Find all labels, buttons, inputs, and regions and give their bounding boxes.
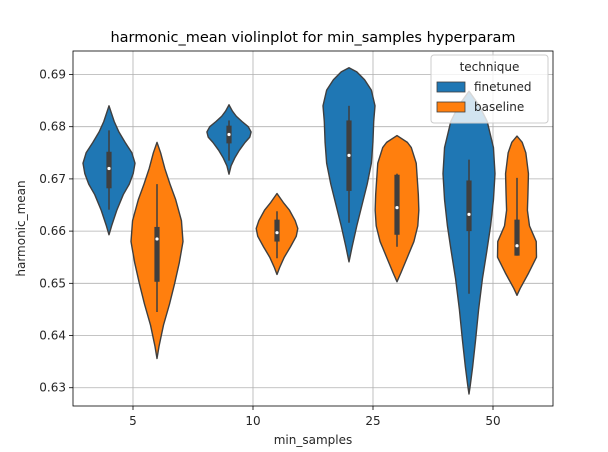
y-tick-label: 0.64 bbox=[39, 329, 66, 343]
y-tick-label: 0.63 bbox=[39, 381, 66, 395]
plot-frame bbox=[72, 50, 554, 407]
box-whiskers bbox=[106, 105, 520, 313]
iqr-box-baseline-50 bbox=[514, 219, 520, 256]
x-tick-label: 50 bbox=[485, 414, 500, 428]
y-axis-ticks: 0.63 0.64 0.65 0.66 0.67 0.68 0.69 bbox=[39, 67, 73, 395]
median-dot-baseline-5 bbox=[155, 237, 159, 241]
iqr-box-baseline-10 bbox=[274, 219, 280, 242]
y-tick-label: 0.65 bbox=[39, 276, 66, 290]
x-tick-label: 25 bbox=[365, 414, 380, 428]
x-axis-label: min_samples bbox=[274, 433, 353, 447]
median-dot-finetuned-5 bbox=[107, 166, 111, 171]
legend-label-finetuned: finetuned bbox=[474, 80, 531, 94]
iqr-box-baseline-25 bbox=[394, 174, 400, 235]
median-dot-baseline-25 bbox=[395, 206, 399, 210]
median-dot-baseline-50 bbox=[515, 244, 519, 248]
chart-title: harmonic_mean violinplot for min_samples… bbox=[110, 30, 515, 46]
y-axis-label: harmonic_mean bbox=[14, 180, 28, 276]
x-tick-label: 10 bbox=[245, 414, 260, 428]
y-tick-label: 0.69 bbox=[39, 67, 66, 81]
x-tick-label: 5 bbox=[129, 414, 137, 428]
iqr-box-baseline-5 bbox=[154, 226, 160, 282]
legend-label-baseline: baseline bbox=[474, 100, 524, 114]
legend: technique finetuned baseline bbox=[430, 54, 549, 124]
median-dot-finetuned-50 bbox=[467, 212, 471, 217]
legend-title: technique bbox=[460, 60, 520, 74]
median-dot-finetuned-25 bbox=[347, 153, 351, 158]
median-dot-baseline-10 bbox=[275, 231, 279, 235]
x-axis-ticks: 5 10 25 50 bbox=[129, 406, 501, 428]
median-dot-finetuned-10 bbox=[227, 132, 231, 137]
legend-swatch-baseline bbox=[436, 101, 466, 113]
iqr-box-finetuned-50 bbox=[466, 180, 472, 232]
y-tick-label: 0.68 bbox=[39, 120, 66, 134]
y-tick-label: 0.67 bbox=[39, 172, 66, 186]
y-tick-label: 0.66 bbox=[39, 224, 66, 238]
legend-swatch-finetuned bbox=[436, 81, 466, 93]
